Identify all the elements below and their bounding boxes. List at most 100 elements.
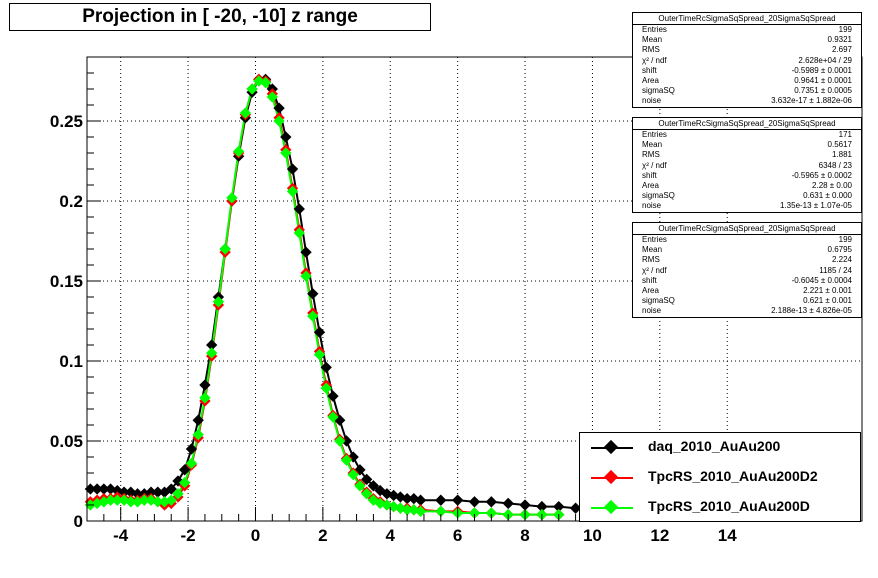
y-tick-label: 0 bbox=[74, 512, 83, 531]
stat-row: noise 3.632e-17 ± 1.882e-06 bbox=[642, 96, 852, 106]
data-point bbox=[131, 488, 144, 500]
series-line bbox=[90, 78, 559, 516]
stat-row: shift -0.5965 ± 0.0002 bbox=[642, 170, 852, 180]
y-tick-label: 0.2 bbox=[59, 192, 83, 211]
stat-row: sigmaSQ 0.7351 ± 0.0005 bbox=[642, 86, 852, 96]
legend-marker-tpcrs-d2 bbox=[603, 469, 619, 485]
data-point bbox=[313, 348, 326, 361]
data-point bbox=[179, 464, 191, 476]
y-tick-label: 0.05 bbox=[50, 432, 83, 451]
data-point bbox=[192, 414, 204, 426]
stat-row: sigmaSQ 0.631 ± 0.000 bbox=[642, 191, 852, 201]
stat-row: Mean 0.6795 bbox=[642, 245, 852, 255]
legend-item-tpcrs-d2: TpcRS_2010_AuAu200D2 bbox=[580, 463, 860, 493]
data-point bbox=[320, 382, 332, 394]
stat-row: RMS 2.697 bbox=[642, 45, 852, 55]
data-point bbox=[320, 361, 332, 374]
x-tick-label: 6 bbox=[453, 526, 462, 545]
data-point bbox=[266, 91, 278, 103]
stat-row: shift -0.6045 ± 0.0004 bbox=[642, 275, 852, 285]
stat-row: RMS 2.224 bbox=[642, 255, 852, 265]
x-tick-label: 2 bbox=[318, 526, 327, 545]
legend-label-tpcrs-d: TpcRS_2010_AuAu200D bbox=[648, 498, 810, 514]
data-point bbox=[468, 496, 481, 508]
data-point bbox=[280, 147, 292, 159]
x-tick-label: 0 bbox=[251, 526, 260, 545]
y-tick-label: 0.1 bbox=[59, 352, 83, 371]
data-point bbox=[569, 502, 582, 514]
axes: -4 -2 0 2 4 6 8 10 12 14 0 0.05 0.1 0.15 0.2 0.25 bbox=[50, 72, 863, 545]
data-point bbox=[452, 494, 464, 506]
legend-label-tpcrs-d2: TpcRS_2010_AuAu200D2 bbox=[648, 468, 818, 484]
data-point bbox=[293, 227, 305, 239]
y-tick-label: 0.15 bbox=[50, 272, 83, 291]
data-point bbox=[192, 428, 204, 441]
stat-row: χ² / ndf 6348 / 23 bbox=[642, 160, 852, 170]
stat-row: noise 1.35e-13 ± 1.07e-05 bbox=[642, 201, 852, 211]
data-point bbox=[179, 476, 191, 489]
x-tick-label: 12 bbox=[650, 526, 669, 545]
stat-box-2: OuterTimeRcSigmaSqSpread_20SigmaSqSpread… bbox=[632, 117, 862, 213]
data-point bbox=[468, 507, 481, 519]
data-point bbox=[246, 83, 258, 95]
x-tick-label: 14 bbox=[718, 526, 737, 545]
data-point bbox=[104, 494, 117, 506]
data-point bbox=[327, 411, 339, 423]
stat-row: Entries 199 bbox=[642, 235, 852, 244]
stat-row: Entries 199 bbox=[642, 25, 852, 34]
data-point bbox=[519, 499, 531, 511]
data-point bbox=[206, 339, 218, 351]
y-tick-label: 0.25 bbox=[50, 112, 83, 131]
data-point bbox=[300, 270, 312, 282]
fit-curves bbox=[90, 78, 593, 516]
stat-box-1: OuterTimeRcSigmaSqSpread_20SigmaSqSpread… bbox=[632, 12, 862, 108]
x-tick-label: -4 bbox=[113, 526, 129, 545]
data-point bbox=[327, 390, 339, 402]
data-point bbox=[206, 347, 218, 359]
data-point bbox=[401, 504, 413, 516]
data-point bbox=[280, 131, 292, 143]
data-point bbox=[435, 494, 447, 506]
stat-box-title: OuterTimeRcSigmaSqSpread_20SigmaSqSpread bbox=[633, 223, 861, 235]
stat-row: Mean 0.5617 bbox=[642, 140, 852, 150]
data-point bbox=[293, 203, 305, 215]
stat-row: Area 0.9641 ± 0.0001 bbox=[642, 75, 852, 85]
legend-marker-daq bbox=[603, 439, 619, 455]
data-point bbox=[172, 488, 184, 500]
stat-row: χ² / ndf 1185 / 24 bbox=[642, 265, 852, 275]
series-line bbox=[90, 79, 559, 516]
x-tick-label: 10 bbox=[583, 526, 602, 545]
data-point bbox=[307, 310, 319, 322]
data-point bbox=[334, 435, 346, 447]
legend: daq_2010_AuAu200 TpcRS_2010_AuAu200D2 Tp… bbox=[579, 432, 861, 522]
legend-label-daq: daq_2010_AuAu200 bbox=[648, 438, 781, 454]
chart-title: Projection in [ -20, -10] z range bbox=[9, 3, 431, 31]
x-tick-label: 8 bbox=[520, 526, 529, 545]
stat-box-title: OuterTimeRcSigmaSqSpread_20SigmaSqSpread bbox=[633, 118, 861, 130]
stat-row: Area 2.28 ± 0.00 bbox=[642, 180, 852, 190]
stat-row: Area 2.221 ± 0.001 bbox=[642, 285, 852, 295]
x-tick-label: -2 bbox=[181, 526, 196, 545]
stat-box-title: OuterTimeRcSigmaSqSpread_20SigmaSqSpread bbox=[633, 13, 861, 25]
data-point bbox=[553, 500, 565, 513]
stat-row: Mean 0.9321 bbox=[642, 35, 852, 45]
data-point bbox=[98, 483, 110, 495]
stat-box-3: OuterTimeRcSigmaSqSpread_20SigmaSqSpread… bbox=[632, 222, 862, 318]
data-point bbox=[125, 496, 137, 508]
stat-row: sigmaSQ 0.621 ± 0.001 bbox=[642, 296, 852, 306]
data-point bbox=[212, 296, 225, 308]
stat-row: Entries 171 bbox=[642, 130, 852, 139]
data-point bbox=[138, 494, 150, 506]
data-point bbox=[361, 473, 373, 486]
data-point bbox=[401, 492, 413, 505]
data-point bbox=[91, 483, 103, 495]
data-point bbox=[435, 505, 447, 518]
data-point bbox=[361, 488, 373, 500]
stat-row: RMS 1.881 bbox=[642, 150, 852, 160]
x-tick-label: 4 bbox=[386, 526, 396, 545]
data-points bbox=[84, 73, 599, 521]
data-point bbox=[536, 500, 548, 513]
legend-marker-tpcrs-d bbox=[603, 499, 619, 515]
data-point bbox=[232, 145, 245, 158]
